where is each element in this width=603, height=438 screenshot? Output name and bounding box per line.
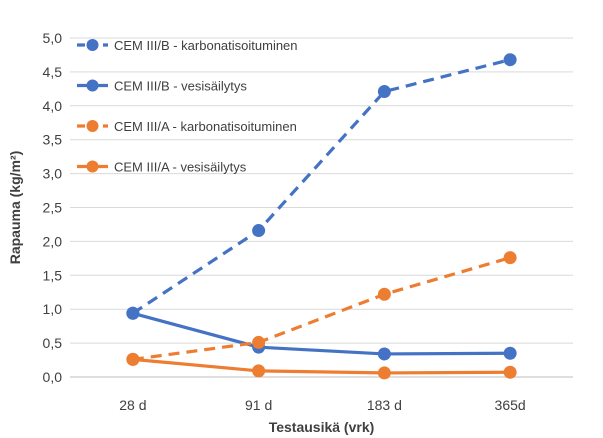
x-tick-label: 365d — [495, 397, 526, 413]
y-axis-title: Rapauma (kg/m²) — [7, 151, 23, 265]
series-lines — [126, 53, 517, 380]
data-point — [252, 364, 266, 378]
legend-item: CEM III/A - vesisäilytys — [77, 160, 247, 175]
data-point — [377, 347, 391, 361]
legend-marker — [86, 79, 99, 92]
series-line — [132, 256, 511, 361]
y-tick-label: 2,0 — [43, 233, 63, 249]
x-tick-label: 28 d — [119, 397, 146, 413]
y-tick-label: 0,0 — [43, 369, 63, 385]
gridlines — [70, 37, 573, 378]
legend-item: CEM III/B - karbonatisoituminen — [77, 38, 298, 53]
legend-label: CEM III/B - karbonatisoituminen — [114, 38, 298, 53]
x-tick-label: 91 d — [245, 397, 272, 413]
data-point — [126, 352, 140, 366]
legend-item: CEM III/A - karbonatisoituminen — [77, 119, 297, 134]
y-tick-label: 5,0 — [43, 30, 63, 46]
legend-marker — [86, 39, 99, 51]
data-point — [503, 346, 517, 360]
x-axis-title: Testausikä (vrk) — [269, 419, 375, 435]
data-point — [377, 85, 391, 99]
y-tick-label: 1,5 — [43, 267, 63, 283]
legend-marker — [86, 160, 99, 173]
series-line — [132, 311, 511, 356]
series-2 — [126, 251, 517, 366]
x-tick-label: 183 d — [367, 397, 402, 413]
x-axis-ticks: 28 d 91 d 183 d 365d — [119, 397, 525, 413]
y-tick-label: 3,5 — [43, 132, 63, 148]
series-line — [131, 58, 511, 315]
series-line — [132, 357, 511, 375]
legend-label: CEM III/A - vesisäilytys — [114, 160, 247, 175]
data-point — [377, 366, 391, 380]
legend-label: CEM III/B - vesisäilytys — [114, 79, 247, 94]
legend-label: CEM III/A - karbonatisoituminen — [114, 119, 297, 134]
data-point — [503, 53, 517, 67]
data-point — [252, 224, 266, 238]
series-3 — [126, 352, 517, 380]
y-tick-label: 2,5 — [43, 200, 63, 216]
y-tick-label: 4,0 — [43, 98, 63, 114]
y-tick-label: 1,0 — [43, 301, 63, 317]
y-axis-ticks: 0,0 0,5 1,0 1,5 2,0 2,5 3,0 3,5 4,0 4,5 5,0 — [43, 30, 63, 385]
legend: CEM III/B - karbonatisoituminen CEM III/B… — [77, 38, 298, 175]
y-tick-label: 4,5 — [43, 64, 63, 80]
legend-marker — [86, 120, 99, 132]
data-point — [503, 365, 517, 379]
data-point — [503, 251, 517, 265]
data-point — [126, 306, 140, 320]
y-tick-label: 3,0 — [43, 166, 63, 182]
data-point — [252, 335, 266, 349]
legend-item: CEM III/B - vesisäilytys — [77, 79, 247, 94]
y-tick-label: 0,5 — [43, 335, 63, 351]
series-1 — [126, 306, 517, 361]
data-point — [377, 287, 391, 301]
